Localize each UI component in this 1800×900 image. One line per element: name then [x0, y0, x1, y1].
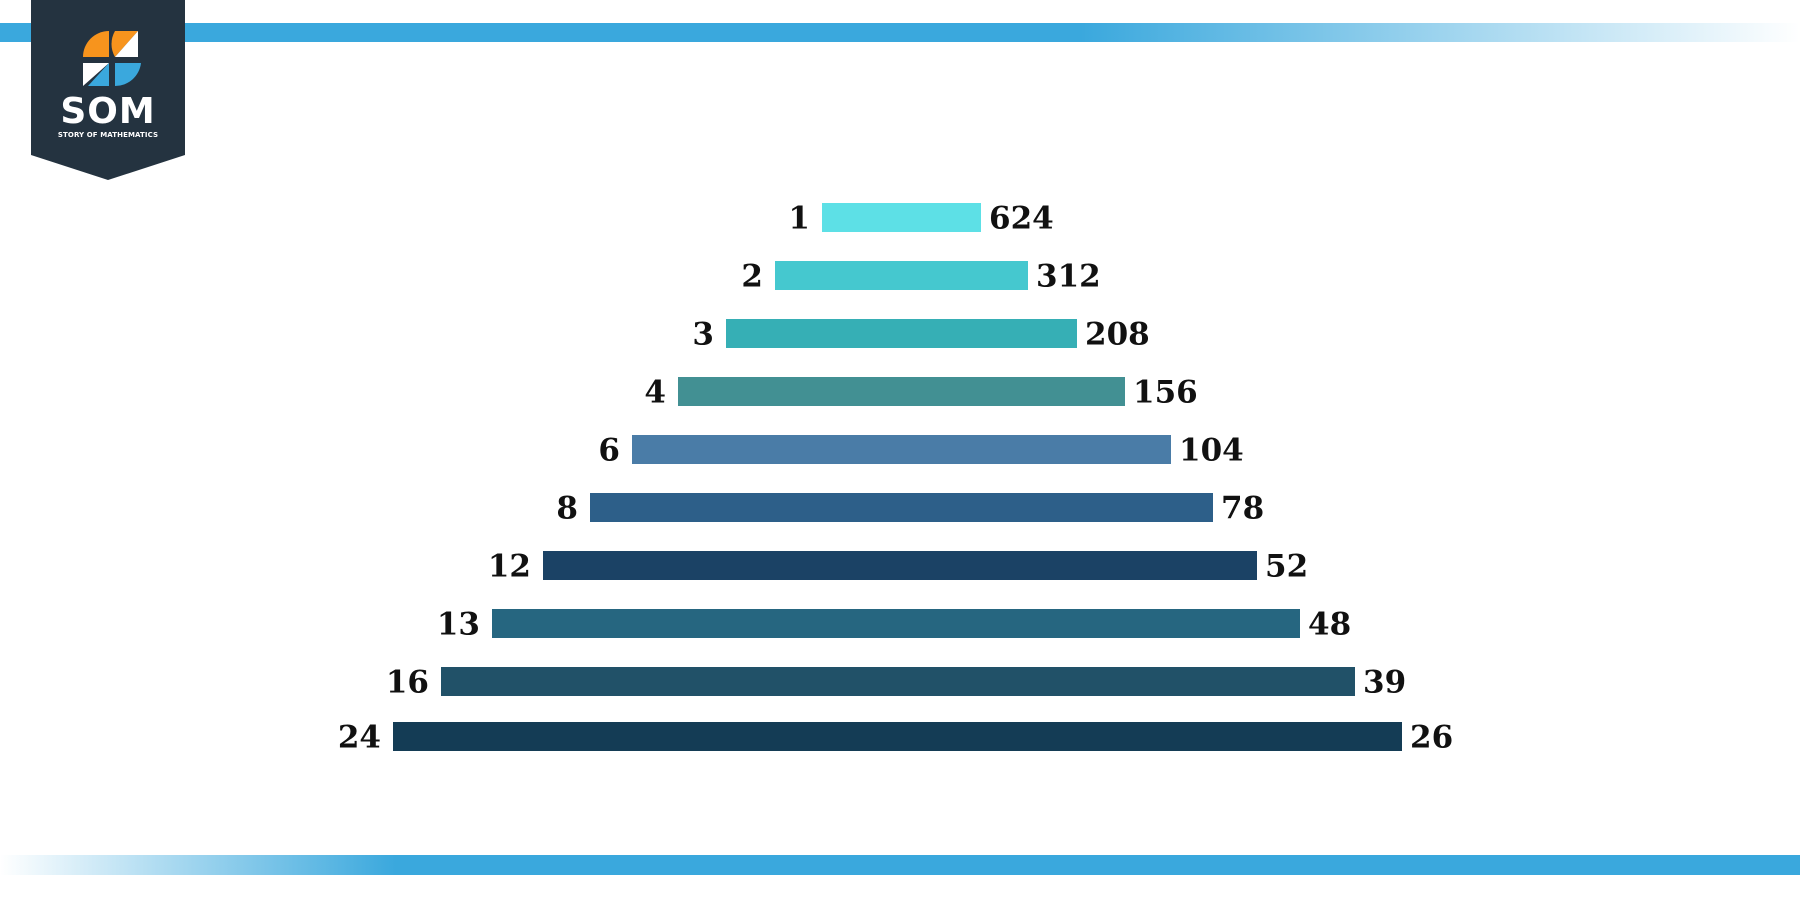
logo-subtitle: STORY OF MATHEMATICS: [57, 131, 159, 139]
factor-pair-bar: [822, 203, 981, 232]
factor-pair-bar: [726, 319, 1077, 348]
factor-pair-bar: [543, 551, 1257, 580]
factor-pair-bar: [590, 493, 1213, 522]
factor-right-label: 48: [1308, 607, 1351, 643]
top-accent-band: [0, 23, 1800, 42]
factor-pair-bar: [441, 667, 1355, 696]
logo-badge: [31, 0, 185, 180]
factor-pair-bar: [393, 722, 1402, 751]
som-logo-icon: [83, 31, 141, 87]
factor-pair-bar: [775, 261, 1028, 290]
factor-left-label: 2: [741, 259, 763, 295]
factor-left-label: 8: [556, 491, 578, 527]
bottom-accent-band: [0, 855, 1800, 875]
factor-right-label: 624: [989, 201, 1054, 237]
som-logo: SOM STORY OF MATHEMATICS: [31, 0, 185, 180]
factor-right-label: 208: [1085, 317, 1150, 353]
factor-right-label: 312: [1036, 259, 1101, 295]
factor-left-label: 13: [437, 607, 480, 643]
factor-left-label: 16: [386, 665, 429, 701]
factor-left-label: 1: [788, 201, 810, 237]
factor-left-label: 3: [692, 317, 714, 353]
factor-right-label: 78: [1221, 491, 1264, 527]
factor-left-label: 24: [338, 720, 381, 756]
factor-pair-bar: [492, 609, 1300, 638]
factor-left-label: 6: [598, 433, 620, 469]
factor-right-label: 26: [1410, 720, 1453, 756]
factor-right-label: 52: [1265, 549, 1308, 585]
factor-right-label: 156: [1133, 375, 1198, 411]
factor-right-label: 39: [1363, 665, 1406, 701]
factor-pair-bar: [632, 435, 1171, 464]
factor-right-label: 104: [1179, 433, 1244, 469]
logo-title: SOM: [60, 91, 156, 132]
factor-left-label: 12: [488, 549, 531, 585]
factor-left-label: 4: [644, 375, 666, 411]
factor-pair-bar: [678, 377, 1125, 406]
